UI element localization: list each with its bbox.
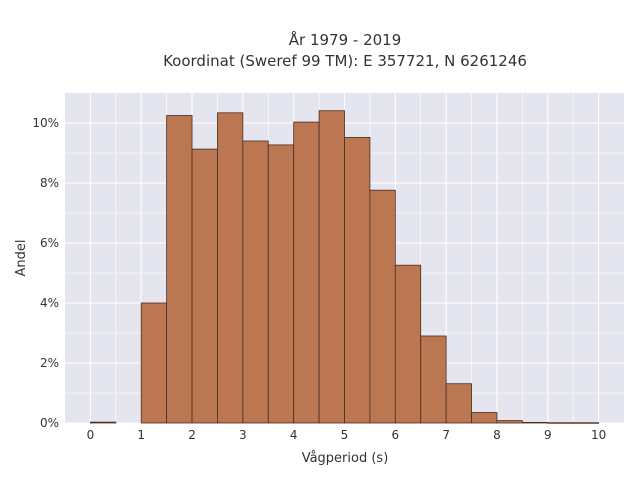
histogram-bar bbox=[217, 112, 244, 424]
x-tick-label: 10 bbox=[591, 428, 606, 442]
histogram-bar bbox=[521, 421, 549, 424]
x-tick-label: 5 bbox=[341, 428, 349, 442]
histogram-bar bbox=[344, 136, 371, 424]
y-tick-label: 6% bbox=[40, 236, 59, 250]
histogram-bar bbox=[318, 110, 345, 424]
histogram-bar bbox=[140, 302, 168, 424]
histogram-bar bbox=[471, 412, 498, 424]
x-tick-label: 3 bbox=[239, 428, 247, 442]
chart-subtitle: Koordinat (Sweref 99 TM): E 357721, N 62… bbox=[163, 52, 527, 70]
y-tick-label: 10% bbox=[32, 116, 59, 130]
histogram-bar bbox=[293, 121, 320, 424]
histogram-bar bbox=[496, 420, 523, 424]
x-axis-label: Vågperiod (s) bbox=[302, 451, 389, 466]
y-tick-label: 0% bbox=[40, 416, 59, 430]
bars bbox=[90, 110, 599, 424]
histogram-bar bbox=[369, 189, 396, 424]
x-tick-label: 4 bbox=[290, 428, 298, 442]
chart-title: År 1979 - 2019 bbox=[289, 30, 402, 49]
x-tick-label: 8 bbox=[493, 428, 501, 442]
x-axis-ticks: 0 1 2 3 4 5 6 7 8 9 10 bbox=[87, 428, 607, 442]
y-tick-label: 2% bbox=[40, 356, 59, 370]
histogram-bar bbox=[394, 264, 422, 424]
y-axis-ticks: 0% 2% 4% 6% 8% 10% bbox=[32, 116, 59, 430]
histogram-bar bbox=[191, 148, 218, 424]
x-tick-label: 7 bbox=[442, 428, 450, 442]
histogram-bar bbox=[445, 383, 472, 424]
histogram-bar bbox=[547, 422, 574, 424]
x-tick-label: 9 bbox=[544, 428, 552, 442]
y-tick-label: 8% bbox=[40, 176, 59, 190]
x-tick-label: 1 bbox=[137, 428, 145, 442]
x-tick-label: 0 bbox=[87, 428, 95, 442]
histogram-bar bbox=[572, 422, 599, 424]
histogram-bar bbox=[242, 140, 269, 424]
histogram-bar bbox=[166, 115, 193, 424]
x-tick-label: 2 bbox=[188, 428, 196, 442]
histogram-bar bbox=[267, 144, 295, 424]
y-axis-label: Andel bbox=[14, 240, 29, 277]
y-tick-label: 4% bbox=[40, 296, 59, 310]
x-tick-label: 6 bbox=[391, 428, 399, 442]
histogram-bar bbox=[420, 335, 447, 424]
histogram-bar bbox=[90, 421, 117, 424]
